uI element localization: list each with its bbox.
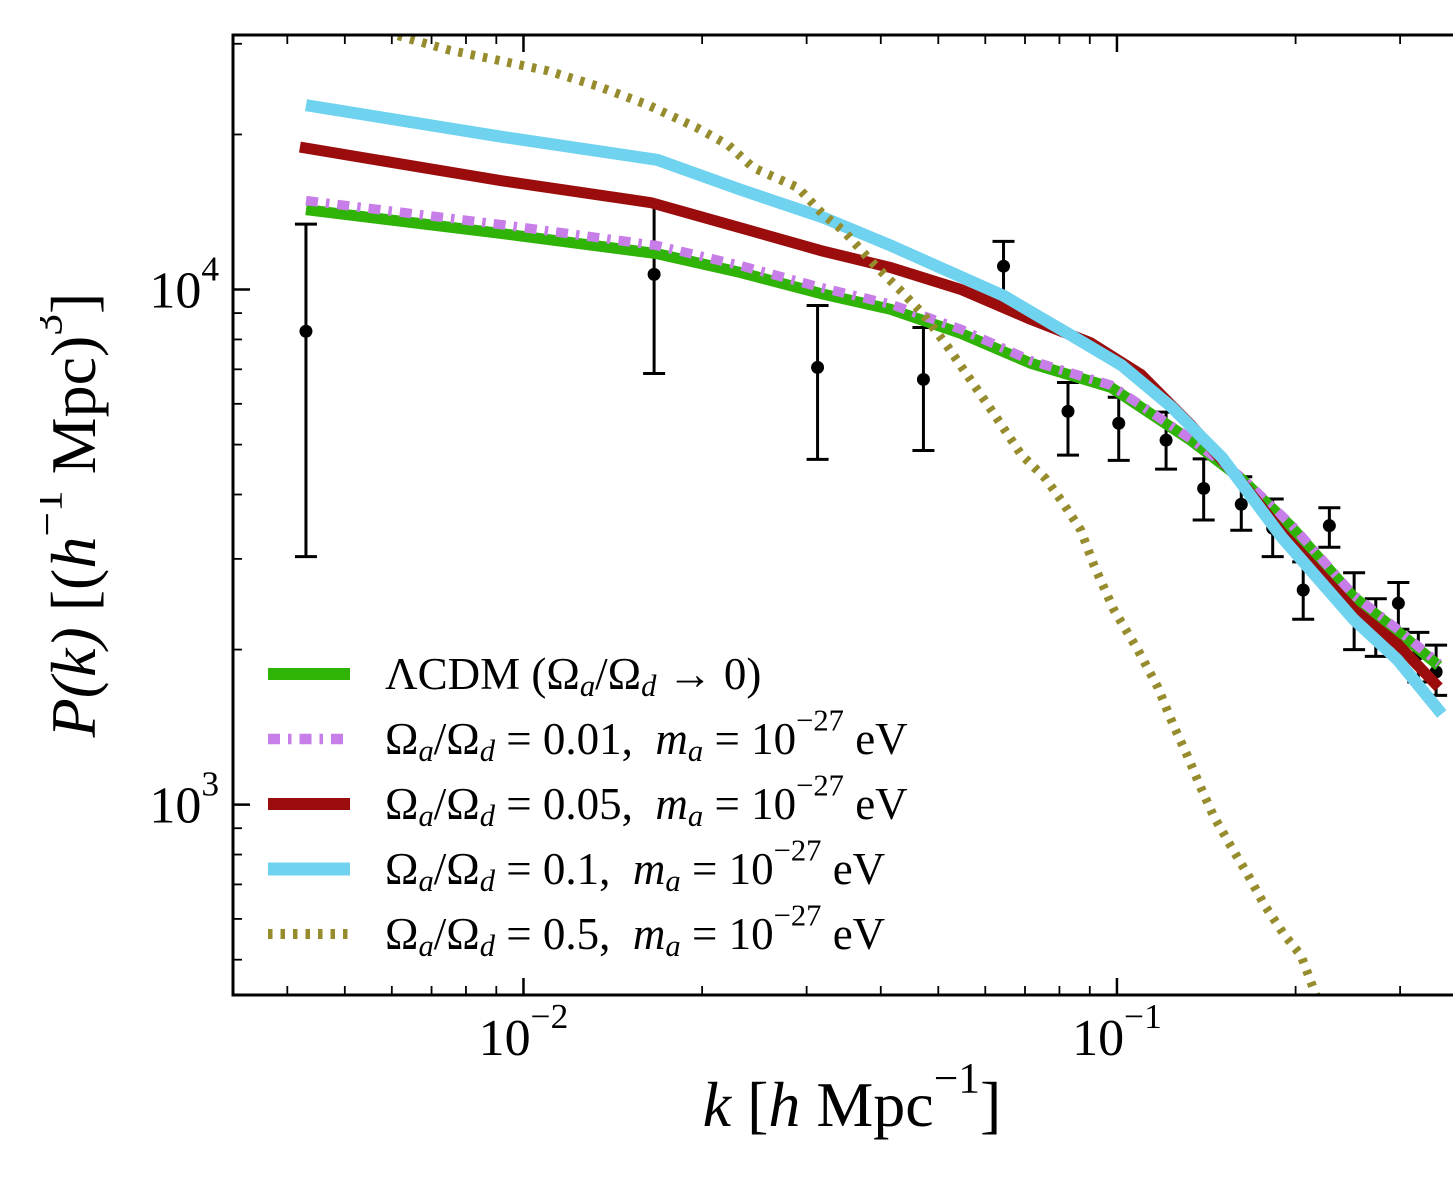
legend-label: Ωa/Ωd = 0.1, ma = 10−27 eV: [385, 834, 885, 899]
x-tick-label: 10−1: [1072, 996, 1162, 1067]
power-spectrum-figure: 10−2 10−1 104 103 k [h Mpc−1] P(k) [(h−1 Mpc)…: [40, 16, 1453, 1172]
plot-area: [294, 35, 1448, 995]
pk-vs-k-log-log-chart: 10−2 10−1 104 103 k [h Mpc−1] P(k) [(h−1 Mpc)…: [40, 16, 1453, 1172]
legend-entry-axion-ratio-0p5: Ωa/Ωd = 0.5, ma = 10−27 eV: [268, 899, 885, 964]
curve-axion-ratio-0p1: [305, 99, 1447, 718]
legend-entry-lcdm: ΛCDM (Ωa/Ωd → 0): [268, 649, 761, 703]
legend-entry-axion-ratio-0p01: Ωa/Ωd = 0.01, ma = 10−27 eV: [268, 704, 908, 769]
legend-label: Ωa/Ωd = 0.5, ma = 10−27 eV: [385, 899, 885, 964]
y-axis-label: P(k) [(h−1 Mpc)3]: [40, 293, 109, 739]
tick-labels: 10−2 10−1 104 103: [149, 248, 1161, 1067]
data-point-with-error-bar: [294, 222, 317, 559]
x-tick-label: 10−2: [479, 996, 569, 1067]
x-axis-label: k [h Mpc−1]: [703, 1055, 1002, 1140]
legend-label: Ωa/Ωd = 0.05, ma = 10−27 eV: [385, 769, 908, 834]
y-tick-label: 104: [149, 248, 219, 319]
data-point-with-error-bar: [806, 304, 829, 461]
figure-background: [40, 16, 1453, 1172]
curve-axion-ratio-0p01: [305, 195, 1442, 668]
data-point-with-error-bar: [1318, 506, 1341, 549]
legend-entry-axion-ratio-0p1: Ωa/Ωd = 0.1, ma = 10−27 eV: [268, 834, 885, 899]
axes: [231, 33, 1453, 997]
legend-label: ΛCDM (Ωa/Ωd → 0): [385, 649, 761, 703]
data-point-with-error-bar: [1056, 380, 1079, 457]
legend-entry-axion-ratio-0p05: Ωa/Ωd = 0.05, ma = 10−27 eV: [268, 769, 908, 834]
y-tick-label: 103: [149, 764, 219, 835]
plot-border: [231, 33, 1453, 997]
legend: ΛCDM (Ωa/Ωd → 0)Ωa/Ωd = 0.01, ma = 10−27…: [268, 649, 908, 963]
data-point-with-error-bar: [1387, 580, 1410, 631]
legend-label: Ωa/Ωd = 0.01, ma = 10−27 eV: [385, 704, 908, 769]
observed-power-spectrum-points: [294, 203, 1448, 697]
